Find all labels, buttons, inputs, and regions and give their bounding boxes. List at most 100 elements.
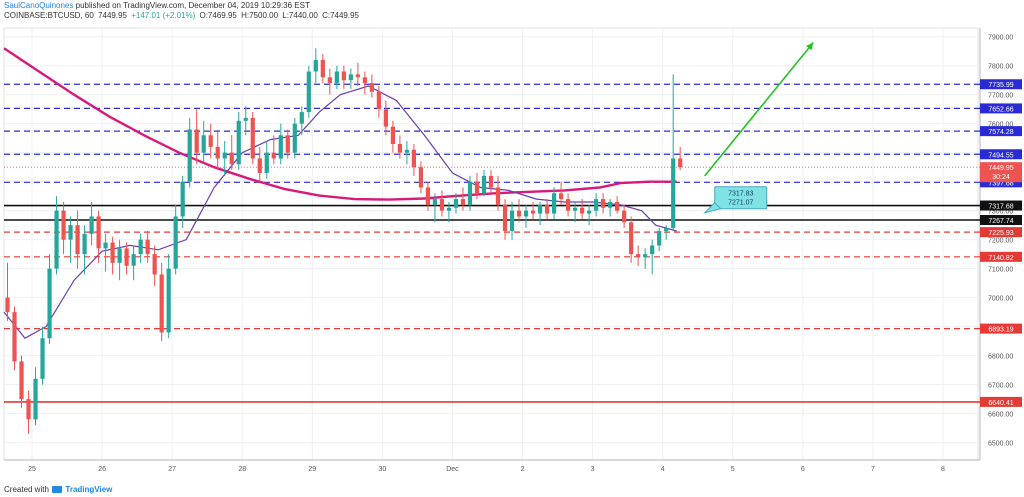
candle-body[interactable] (608, 201, 613, 208)
candle-body[interactable] (166, 268, 171, 333)
candle-body[interactable] (54, 210, 59, 269)
candle-body[interactable] (488, 175, 494, 188)
candle-body[interactable] (636, 254, 641, 258)
candle-body[interactable] (439, 199, 445, 211)
candle-body[interactable] (474, 181, 480, 194)
candle-body[interactable] (460, 199, 466, 205)
candle-body[interactable] (664, 228, 669, 231)
author-link[interactable]: SaulCanoQuinones (4, 1, 74, 10)
candle-body[interactable] (215, 146, 220, 159)
candle-body[interactable] (650, 245, 655, 255)
candle-body[interactable] (250, 117, 255, 159)
candle-body[interactable] (68, 225, 73, 240)
candle-body[interactable] (362, 77, 367, 84)
candle-body[interactable] (544, 204, 550, 214)
candle-body[interactable] (601, 199, 606, 208)
candle-body[interactable] (12, 312, 17, 362)
candle-body[interactable] (131, 254, 136, 266)
candle-body[interactable] (257, 158, 262, 173)
candle-body[interactable] (222, 152, 227, 159)
candle-body[interactable] (173, 216, 178, 269)
candle-body[interactable] (110, 242, 115, 263)
candle-body[interactable] (594, 199, 599, 211)
candle-body[interactable] (61, 210, 66, 240)
candle-body[interactable] (565, 199, 571, 211)
candle-body[interactable] (481, 175, 487, 194)
candle-body[interactable] (229, 152, 234, 165)
candle-body[interactable] (299, 112, 304, 124)
candle-body[interactable] (243, 117, 248, 121)
candle-body[interactable] (383, 109, 388, 127)
candle-body[interactable] (453, 199, 459, 208)
candle-body[interactable] (117, 248, 122, 263)
candle-body[interactable] (671, 158, 676, 229)
candle-body[interactable] (180, 181, 185, 217)
candle-body[interactable] (572, 207, 578, 211)
candle-body[interactable] (629, 222, 634, 255)
candle-body[interactable] (138, 239, 143, 255)
candle-body[interactable] (446, 207, 452, 211)
candle-body[interactable] (502, 204, 508, 231)
candle-body[interactable] (124, 248, 129, 266)
candle-body[interactable] (355, 74, 360, 78)
candle-body[interactable] (103, 242, 108, 249)
candle-body[interactable] (425, 187, 431, 205)
candle-body[interactable] (208, 135, 213, 147)
candle-body[interactable] (26, 399, 31, 420)
candle-body[interactable] (320, 59, 325, 78)
candle-body[interactable] (194, 129, 199, 153)
candle-body[interactable] (19, 361, 24, 400)
candle-body[interactable] (271, 152, 276, 159)
candle-body[interactable] (376, 91, 381, 110)
candle-body[interactable] (411, 149, 417, 168)
candle-body[interactable] (678, 158, 683, 168)
candle-body[interactable] (40, 338, 45, 379)
candle-body[interactable] (327, 77, 332, 84)
candle-body[interactable] (33, 378, 38, 420)
candle-body[interactable] (75, 225, 80, 255)
candle-body[interactable] (5, 297, 10, 313)
candle-body[interactable] (159, 274, 164, 333)
candle-body[interactable] (495, 187, 501, 205)
candle-body[interactable] (341, 71, 346, 81)
callout-box[interactable] (714, 186, 768, 210)
candle-body[interactable] (236, 120, 241, 165)
candle-body[interactable] (47, 268, 52, 339)
candle-body[interactable] (418, 167, 424, 188)
candle-body[interactable] (313, 59, 318, 72)
candle-body[interactable] (467, 181, 473, 205)
candle-body[interactable] (622, 210, 627, 223)
candle-body[interactable] (82, 233, 87, 255)
candle-body[interactable] (334, 71, 339, 84)
candle-body[interactable] (397, 143, 403, 153)
candle-body[interactable] (404, 149, 410, 153)
candle-body[interactable] (89, 216, 94, 234)
projection-arrow[interactable] (704, 41, 814, 177)
candle-body[interactable] (586, 210, 592, 214)
candle-body[interactable] (558, 193, 564, 200)
candle-body[interactable] (530, 210, 536, 214)
candle-body[interactable] (96, 216, 101, 249)
candle-body[interactable] (615, 201, 620, 211)
candle-body[interactable] (432, 199, 438, 205)
candle-body[interactable] (264, 152, 269, 173)
candle-body[interactable] (201, 135, 206, 153)
candle-body[interactable] (390, 126, 396, 144)
candle-body[interactable] (306, 71, 311, 113)
candle-body[interactable] (292, 123, 297, 153)
candle-body[interactable] (537, 204, 543, 214)
candle-body[interactable] (643, 254, 648, 258)
candle-body[interactable] (152, 254, 157, 275)
candle-body[interactable] (348, 74, 353, 81)
candle-body[interactable] (369, 83, 374, 92)
candle-body[interactable] (145, 239, 150, 255)
candle-body[interactable] (278, 135, 283, 159)
candle-body[interactable] (579, 207, 585, 214)
candle-body[interactable] (551, 193, 557, 214)
footer-brand[interactable]: TradingView (65, 485, 113, 494)
candle-body[interactable] (523, 210, 529, 217)
candle-body[interactable] (509, 210, 515, 231)
candle-body[interactable] (187, 129, 192, 182)
candle-body[interactable] (516, 210, 522, 217)
